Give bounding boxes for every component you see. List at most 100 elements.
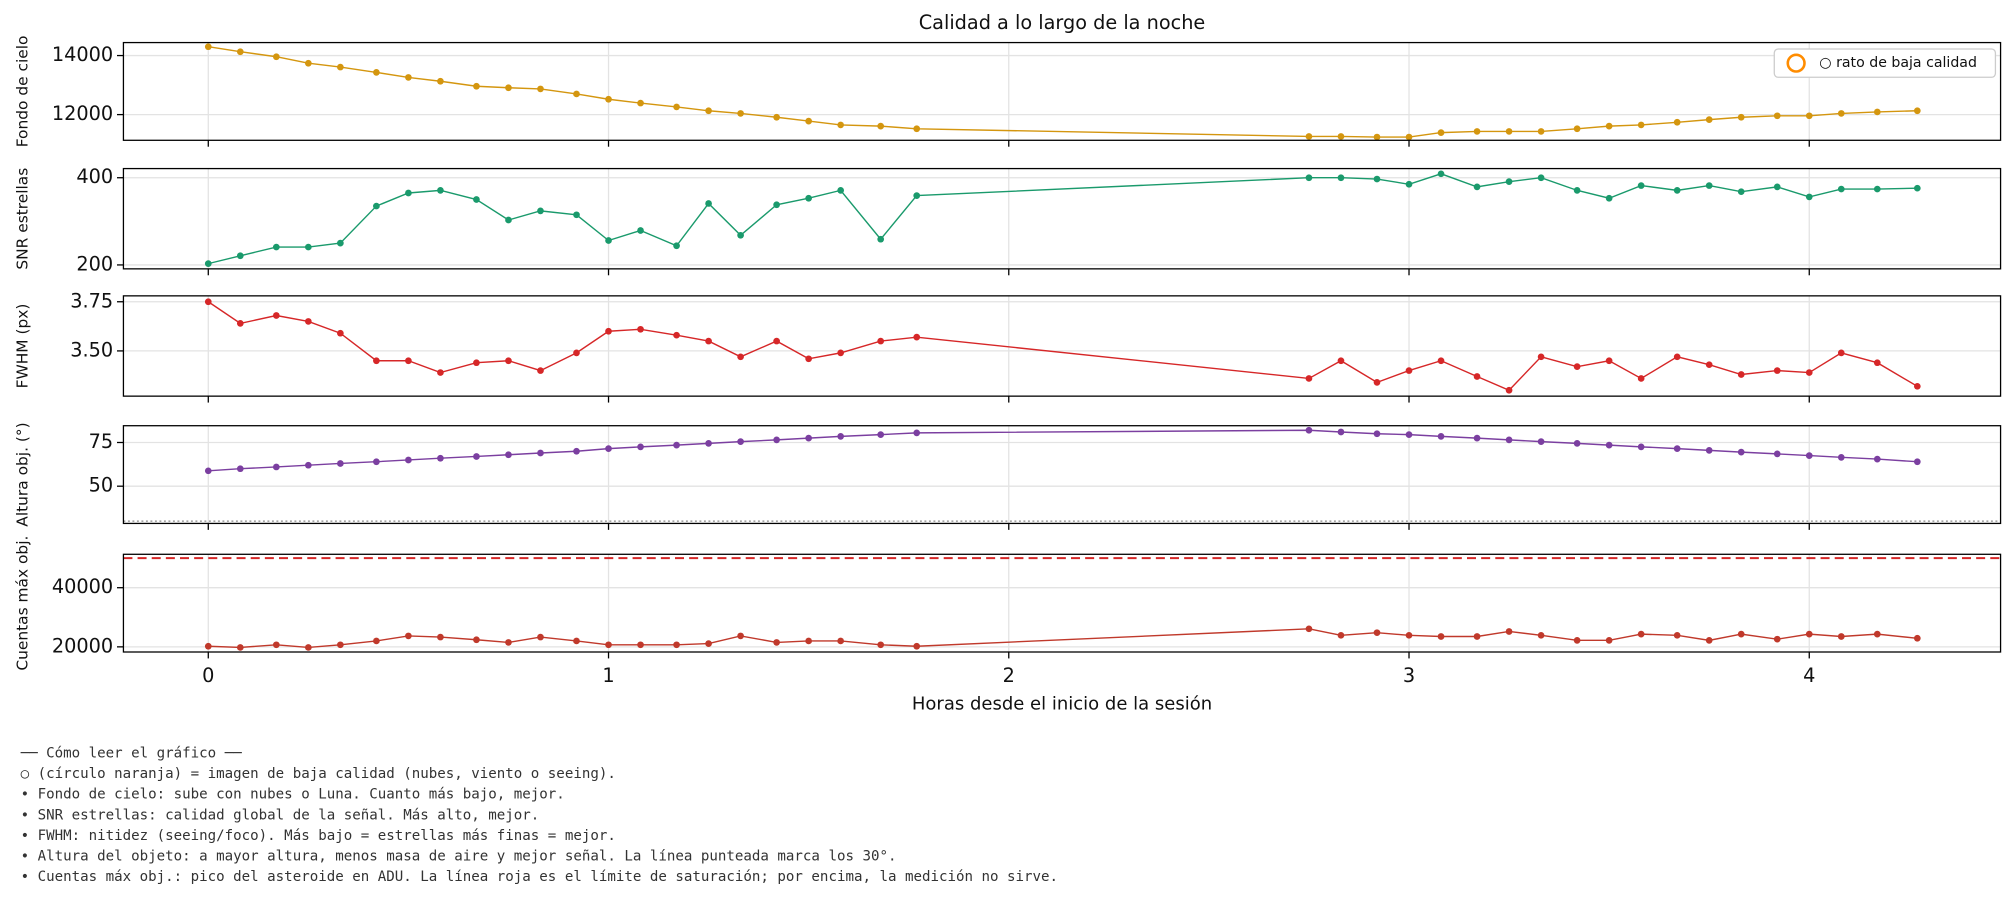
data-point <box>1537 631 1545 639</box>
data-point <box>573 349 580 357</box>
data-point <box>877 431 885 438</box>
data-point <box>1705 447 1713 454</box>
data-point <box>1705 637 1713 644</box>
y-axis-label: FWHM (px) <box>14 304 32 389</box>
note-line: • Fondo de cielo: sube con nubes o Luna.… <box>21 787 565 803</box>
data-point <box>1673 631 1681 639</box>
data-point <box>673 441 680 449</box>
data-point <box>1605 637 1613 644</box>
data-point <box>837 433 845 440</box>
data-point <box>637 443 644 451</box>
data-point <box>605 641 612 649</box>
data-point <box>705 337 712 345</box>
data-point <box>405 456 412 464</box>
data-point <box>1737 448 1745 456</box>
data-point <box>1437 433 1445 440</box>
data-point <box>1873 455 1881 463</box>
note-line: ○ (círculo naranja) = imagen de baja cal… <box>21 766 616 782</box>
data-point <box>337 63 344 71</box>
data-point <box>573 637 580 645</box>
data-point <box>337 329 344 337</box>
data-point <box>1605 194 1613 202</box>
data-point <box>1737 188 1745 196</box>
data-point <box>773 201 780 209</box>
x-tick-label: 4 <box>1803 664 1815 687</box>
data-point <box>204 43 212 51</box>
data-point <box>1873 185 1881 193</box>
plot-frame <box>122 425 2002 525</box>
data-point <box>204 260 212 267</box>
data-point <box>1805 452 1813 459</box>
plot-area <box>123 295 2001 397</box>
data-point <box>1405 367 1413 374</box>
data-point <box>1373 379 1381 386</box>
note-line: • FWHM: nitidez (seeing/foco). Más bajo … <box>21 828 616 844</box>
data-point <box>805 194 812 202</box>
plot-area <box>123 168 2001 269</box>
data-point <box>1505 178 1513 185</box>
plot-area <box>123 554 2001 652</box>
data-point <box>1913 634 1921 642</box>
data-point <box>1773 112 1781 120</box>
y-tick-label: 50 <box>89 474 114 497</box>
data-point <box>913 333 921 341</box>
data-point <box>1437 170 1445 178</box>
data-point <box>705 107 712 115</box>
data-point <box>405 357 412 365</box>
data-point <box>272 243 280 251</box>
data-point <box>1505 628 1513 635</box>
data-point <box>337 460 344 467</box>
data-point <box>1673 445 1681 452</box>
data-point <box>1737 371 1745 378</box>
data-point <box>437 369 444 376</box>
data-point <box>605 445 612 452</box>
data-point <box>272 312 280 319</box>
data-point <box>1337 174 1345 182</box>
data-point <box>1705 182 1713 189</box>
data-point <box>1305 375 1313 382</box>
data-point <box>1673 187 1681 194</box>
note-line: • Cuentas máx obj.: pico del asteroide e… <box>21 869 1058 885</box>
data-point <box>373 69 380 76</box>
data-point <box>1505 436 1513 444</box>
data-point <box>473 82 480 90</box>
data-point <box>673 103 680 111</box>
x-tick-label: 0 <box>202 664 214 687</box>
data-point <box>204 642 212 650</box>
data-point <box>637 227 644 234</box>
x-tick-label: 3 <box>1403 664 1415 687</box>
data-point <box>1637 443 1645 451</box>
data-point <box>913 429 921 437</box>
data-point <box>1373 430 1381 438</box>
data-point <box>1573 187 1581 194</box>
data-point <box>337 641 344 649</box>
y-tick-label: 3.75 <box>70 289 113 312</box>
data-point <box>437 77 444 85</box>
y-axis-label: Fondo de cielo <box>14 36 32 148</box>
data-point <box>1373 133 1381 141</box>
data-point <box>1373 175 1381 183</box>
data-point <box>1573 637 1581 644</box>
data-point <box>405 632 412 640</box>
data-point <box>877 641 885 649</box>
data-point <box>1537 438 1545 445</box>
data-point <box>913 125 921 133</box>
data-point <box>236 320 244 327</box>
data-point <box>1337 357 1345 365</box>
data-point <box>537 449 544 457</box>
data-point <box>1805 630 1813 638</box>
data-point <box>236 644 244 651</box>
data-point <box>1473 128 1481 135</box>
data-point <box>805 117 812 125</box>
data-point <box>373 357 380 365</box>
y-tick-label: 14000 <box>52 43 113 66</box>
data-point <box>1637 121 1645 129</box>
data-point <box>737 438 744 445</box>
note-line: ── Cómo leer el gráfico ── <box>20 746 243 762</box>
data-point <box>505 216 512 224</box>
legend-box <box>1773 48 1997 78</box>
data-point <box>1873 108 1881 116</box>
data-point <box>204 467 212 475</box>
data-point <box>605 95 612 103</box>
plot-frame <box>122 295 2002 397</box>
